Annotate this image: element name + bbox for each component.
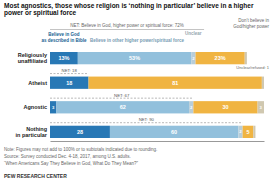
- data-label: 60: [171, 129, 177, 135]
- series: [50, 52, 110, 138]
- data-label: 23%: [215, 55, 226, 61]
- net-label: NET: 18: [62, 68, 78, 73]
- bar: [253, 126, 255, 138]
- bar: [78, 52, 191, 64]
- data-label: 30: [222, 104, 228, 110]
- data-label: 3: [260, 105, 263, 110]
- net-line: [50, 73, 89, 74]
- series-header: Believe in other higher power/spiritual …: [90, 38, 185, 43]
- bar: [110, 126, 238, 138]
- bars: [50, 52, 264, 138]
- bar: [258, 101, 264, 113]
- data-label: 2: [192, 56, 195, 61]
- net-label: NET: 67: [114, 93, 130, 98]
- bar: [189, 101, 193, 113]
- data-label: 2: [190, 105, 193, 110]
- row-label: Atheist: [28, 80, 47, 86]
- annotation: Unclear/refused: 1: [236, 65, 269, 70]
- data-label: 5: [246, 129, 249, 135]
- x-axis-line: [51, 141, 265, 142]
- bar: [50, 52, 78, 64]
- bar: [243, 126, 254, 138]
- bar: [50, 126, 110, 138]
- data-label: 3: [52, 105, 55, 110]
- row-label: Religiouslyunaffiliated: [18, 52, 48, 64]
- row-label-line: unaffiliated: [18, 58, 47, 64]
- series-header: Unclear: [185, 31, 202, 36]
- series-header-line: Believe in other higher power/spiritual …: [90, 38, 185, 43]
- series-header-line: Don’t believe in: [238, 18, 269, 23]
- title-line: power or spiritual force: [4, 9, 77, 17]
- bar: [56, 101, 189, 113]
- bar: [262, 77, 264, 89]
- data-label: 28: [77, 129, 83, 135]
- data-label: 13%: [58, 55, 69, 61]
- row-label: Nothingin particular: [16, 126, 48, 138]
- net-label: NET: 90: [139, 117, 155, 122]
- net-line: [50, 122, 243, 123]
- title: Most agnostics, those whose religion is …: [4, 2, 254, 17]
- series-header-line: God/higher power: [233, 24, 269, 29]
- bar: [89, 77, 262, 89]
- bar: [191, 52, 195, 64]
- row-label-line: Agnostic: [23, 104, 47, 110]
- bar: [193, 101, 257, 113]
- row-label: Agnostic: [23, 104, 47, 110]
- row-label-line: in particular: [16, 132, 48, 138]
- bar: [245, 52, 247, 64]
- subtitle-line: [50, 29, 204, 30]
- chart: Most agnostics, those whose religion is …: [0, 0, 273, 184]
- data-label: 81: [172, 80, 178, 86]
- labels: 13% 18 3 28 53% 62 60 2 2 2 23% 81 30 5 3 Religiouslyun…: [16, 52, 270, 138]
- series-header: Don’t believe inGod/higher power: [233, 18, 269, 29]
- note: Note: Figures may not add to 100% or to …: [4, 147, 157, 152]
- series: [56, 52, 238, 138]
- bar: [50, 101, 56, 113]
- series-header: Believe in Godas described in Bible: [41, 32, 87, 43]
- bar: [238, 126, 242, 138]
- x-axis: [51, 141, 265, 142]
- note: “When Americans Say They Believe in God,…: [4, 161, 138, 166]
- note: Source: Survey conducted Dec. 4-18, 2017…: [4, 154, 131, 159]
- bar: [50, 77, 89, 89]
- source: PEW RESEARCH CENTER: [4, 173, 67, 179]
- subtitle-line: NET: Believe in God, higher power or spi…: [70, 23, 184, 28]
- series-header-line: Unclear: [185, 31, 202, 36]
- net-line: [50, 98, 193, 99]
- row-label-line: Atheist: [28, 80, 47, 86]
- data-label: 18: [66, 80, 72, 86]
- data-label: 62: [120, 104, 126, 110]
- data-label: 2: [239, 129, 242, 134]
- bar: [196, 52, 245, 64]
- subtitle: NET: Believe in God, higher power or spi…: [70, 23, 184, 28]
- data-label: 53%: [129, 55, 140, 61]
- series-header-line: as described in Bible: [41, 38, 87, 43]
- series-header-line: Believe in God: [48, 32, 80, 37]
- series: [189, 52, 243, 138]
